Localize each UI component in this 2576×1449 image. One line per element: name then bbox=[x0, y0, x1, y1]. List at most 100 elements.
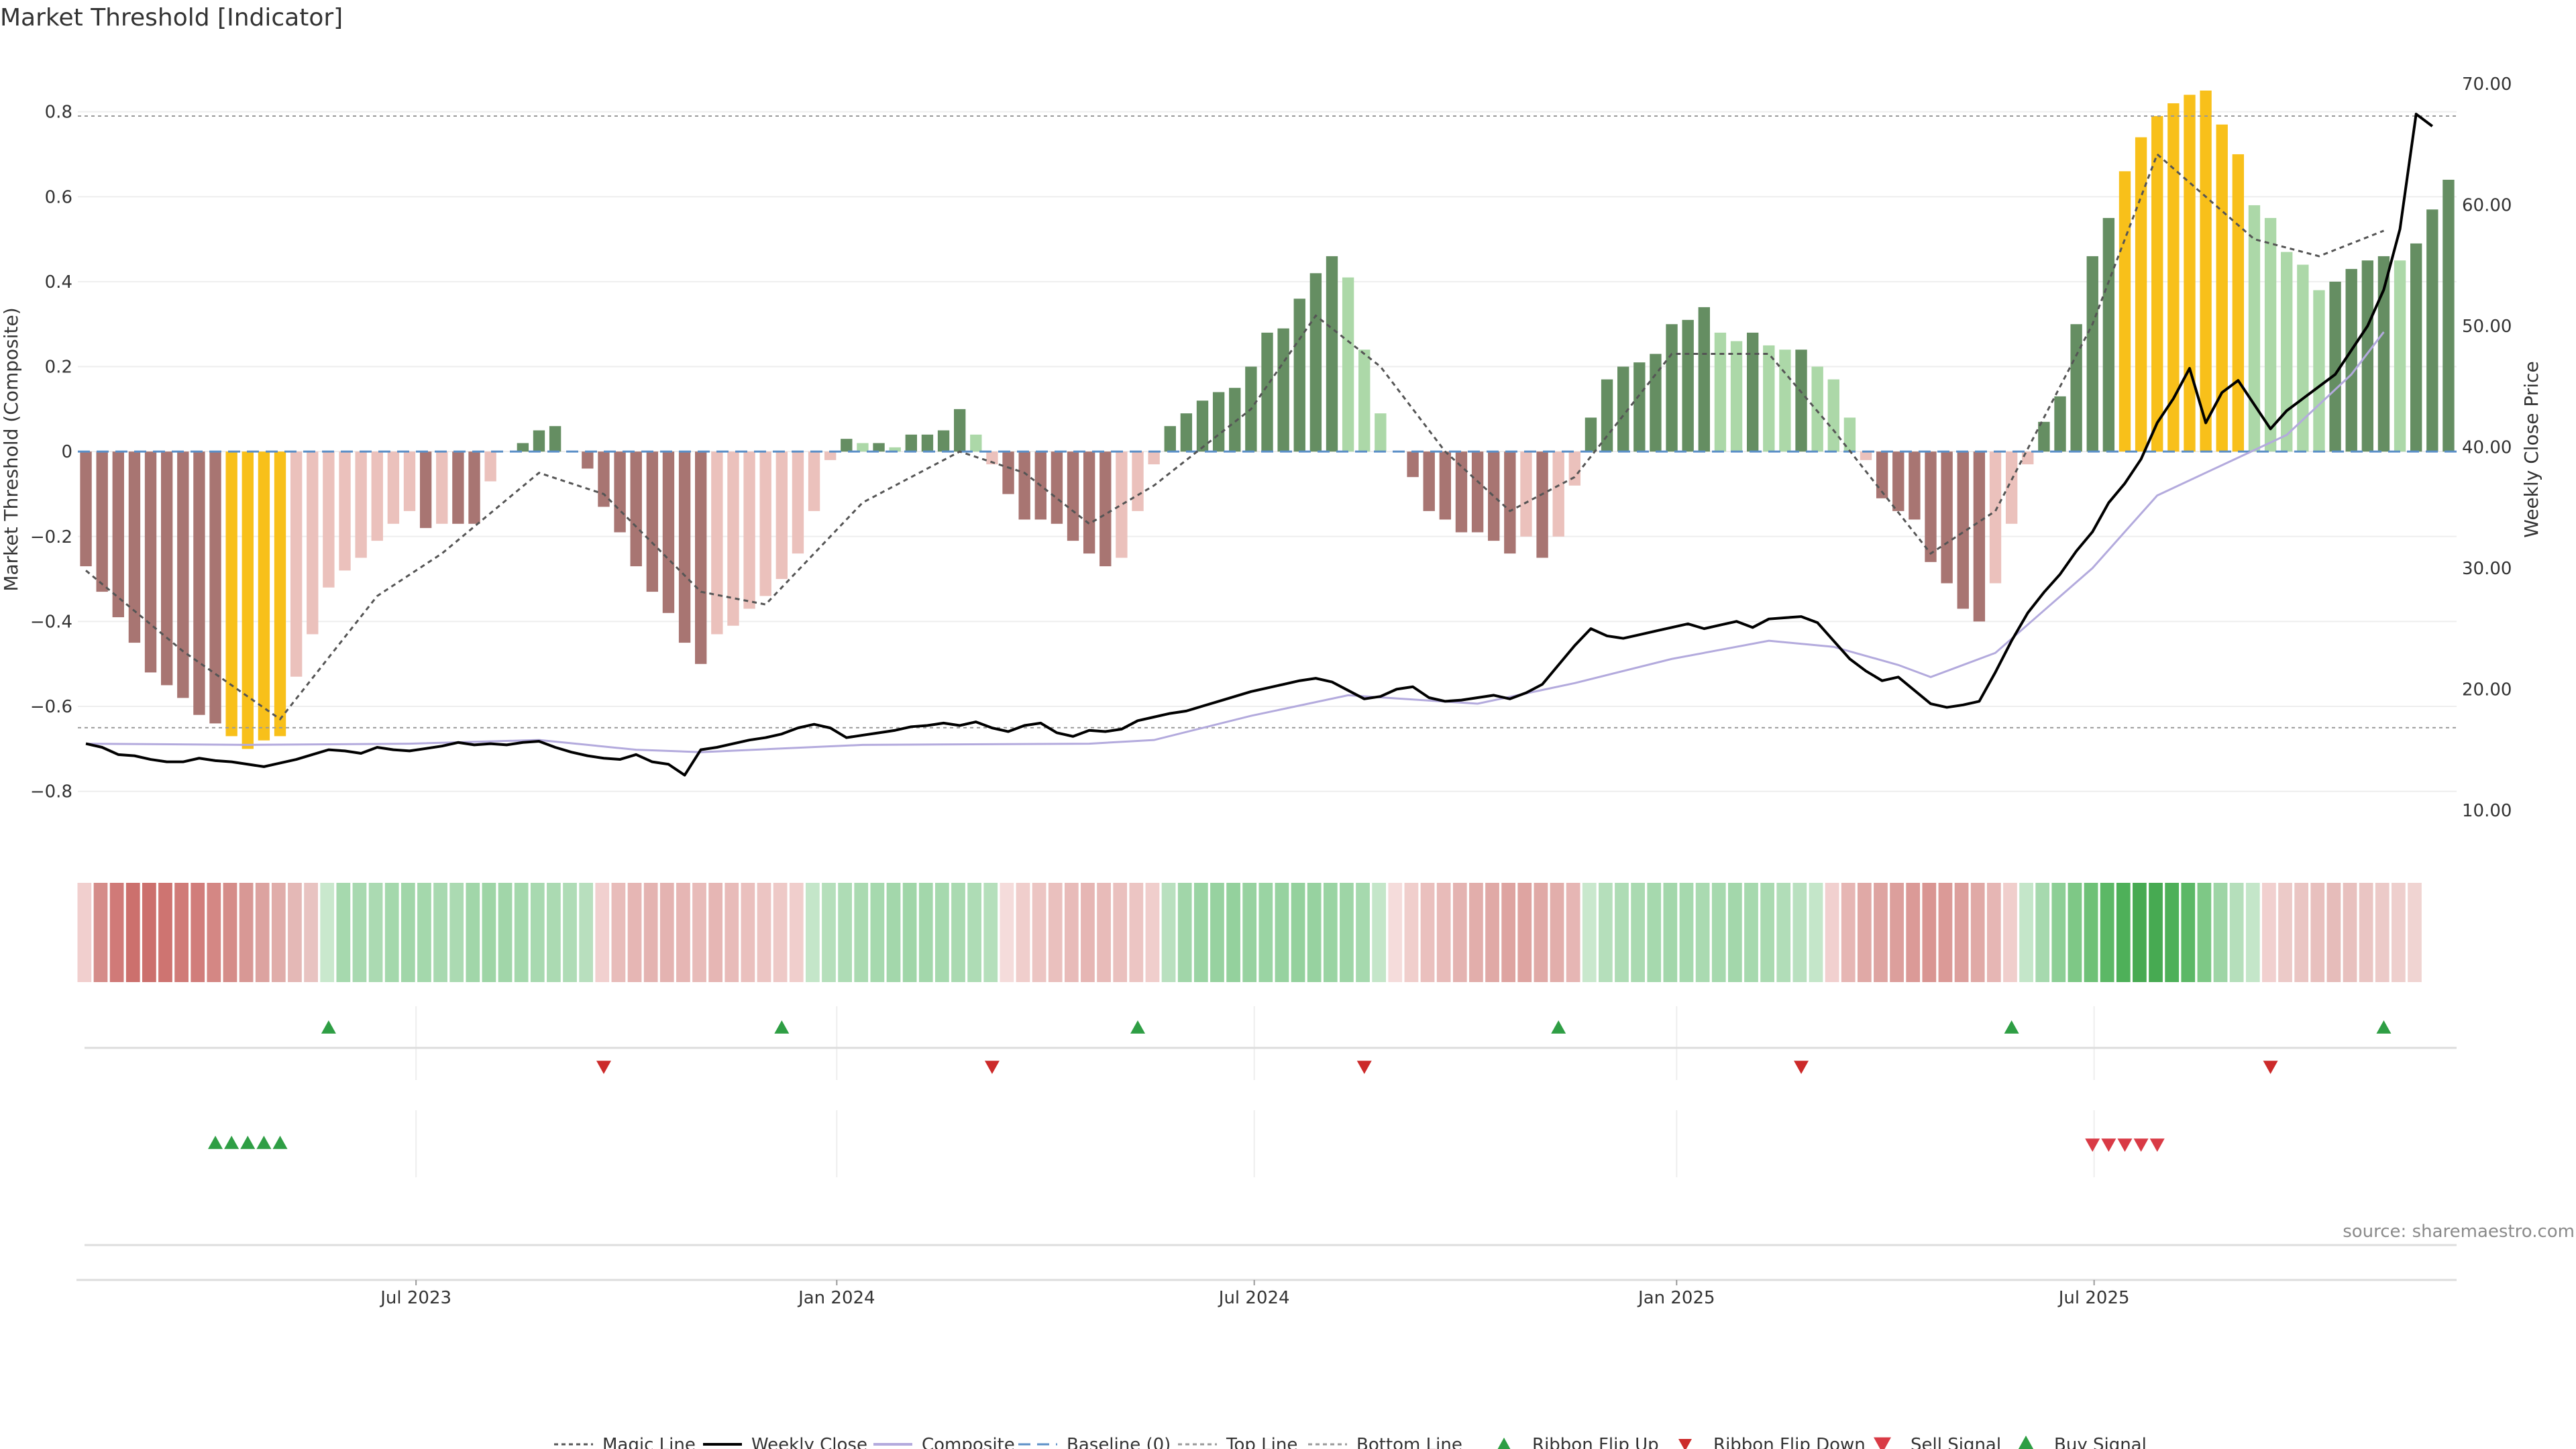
ribbon-cell bbox=[239, 883, 254, 982]
legend-label: Ribbon Flip Up bbox=[1532, 1435, 1659, 1449]
composite-bar bbox=[517, 443, 529, 452]
ribbon-cell bbox=[1452, 883, 1467, 982]
ribbon-cell bbox=[676, 883, 690, 982]
ribbon-flip-panel bbox=[85, 1020, 2457, 1074]
ribbon-cell bbox=[1615, 883, 1629, 982]
ribbon-cell bbox=[1631, 883, 1646, 982]
signal-panel bbox=[85, 1136, 2457, 1246]
composite-bar bbox=[2281, 252, 2293, 452]
composite-bar bbox=[177, 451, 189, 698]
ribbon-cell bbox=[1129, 883, 1144, 982]
ribbon-cell bbox=[1582, 883, 1597, 982]
buy-signal-marker bbox=[240, 1136, 256, 1149]
composite-bar bbox=[1811, 366, 1823, 452]
ribbon-cell bbox=[158, 883, 172, 982]
ribbon-cell bbox=[854, 883, 869, 982]
ribbon-cell bbox=[1372, 883, 1387, 982]
composite-bar bbox=[1860, 451, 1872, 460]
composite-bar bbox=[2086, 256, 2098, 452]
right-tick-label: 30.00 bbox=[2462, 559, 2512, 579]
composite-bar bbox=[1455, 451, 1468, 533]
composite-bar bbox=[1229, 388, 1241, 452]
legend-item: Sell Signal bbox=[1874, 1435, 2001, 1449]
ribbon-cell bbox=[773, 883, 788, 982]
composite-bar bbox=[2232, 154, 2245, 452]
composite-bar bbox=[1407, 451, 1419, 478]
composite-bar bbox=[662, 451, 675, 613]
composite-bar bbox=[711, 451, 723, 635]
ribbon-cell bbox=[174, 883, 189, 982]
composite-bar bbox=[2377, 256, 2390, 452]
composite-bar bbox=[533, 430, 545, 452]
composite-bar bbox=[80, 451, 92, 567]
composite-bar bbox=[1957, 451, 1969, 609]
ribbon-cell bbox=[1485, 883, 1499, 982]
ribbon-cell bbox=[1599, 883, 1613, 982]
composite-bar bbox=[2070, 324, 2082, 452]
composite-bar bbox=[2361, 260, 2374, 452]
ribbon-cell bbox=[1663, 883, 1678, 982]
legend-label: Top Line bbox=[1226, 1435, 1297, 1449]
composite-bar bbox=[2151, 115, 2163, 452]
ribbon-cell bbox=[951, 883, 965, 982]
ribbon-cell bbox=[466, 883, 480, 982]
ribbon-cell bbox=[1906, 883, 1921, 982]
legend-item: Magic Line bbox=[554, 1435, 696, 1449]
ribbon-cell bbox=[2116, 883, 2131, 982]
composite-bar bbox=[970, 434, 982, 452]
grid-lines bbox=[78, 111, 2457, 1177]
ribbon-cell bbox=[1226, 883, 1240, 982]
series-lines bbox=[78, 113, 2457, 777]
composite-bar bbox=[225, 451, 237, 737]
ribbon-cell bbox=[2229, 883, 2244, 982]
ribbon-cell bbox=[2003, 883, 2017, 982]
ribbon-cell bbox=[2392, 883, 2406, 982]
composite-bar bbox=[905, 434, 917, 452]
ribbon-cell bbox=[255, 883, 270, 982]
legend-swatch bbox=[1874, 1437, 1891, 1449]
composite-bar bbox=[1326, 256, 1338, 452]
legend-item: Composite bbox=[873, 1435, 1015, 1449]
ribbon-cell bbox=[2359, 883, 2373, 982]
ribbon-cell bbox=[1727, 883, 1742, 982]
left-tick-label: −0.4 bbox=[30, 612, 72, 632]
composite-bar bbox=[323, 451, 335, 588]
composite-bar bbox=[1601, 379, 1613, 452]
left-tick-label: 0.6 bbox=[45, 187, 72, 207]
ribbon-cell bbox=[1679, 883, 1694, 982]
ribbon-cell bbox=[320, 883, 335, 982]
composite-bar bbox=[792, 451, 804, 554]
ribbon-cell bbox=[886, 883, 901, 982]
legend-item: Bottom Line bbox=[1308, 1435, 1462, 1449]
composite-bar bbox=[2022, 451, 2034, 465]
ribbon-flip-down-marker bbox=[1356, 1061, 1372, 1074]
composite-bar bbox=[1585, 417, 1597, 452]
ribbon-cell bbox=[1161, 883, 1176, 982]
ribbon-cell bbox=[1776, 883, 1791, 982]
ribbon-cell bbox=[724, 883, 739, 982]
legend-item: Weekly Close bbox=[703, 1435, 867, 1449]
ribbon-cell bbox=[708, 883, 723, 982]
ribbon-cell bbox=[1970, 883, 1985, 982]
ribbon-cell bbox=[822, 883, 836, 982]
composite-bar bbox=[1536, 451, 1548, 558]
ribbon-cell bbox=[2245, 883, 2260, 982]
composite-bar bbox=[1633, 362, 1646, 452]
ribbon-cell bbox=[1291, 883, 1305, 982]
legend-label: Bottom Line bbox=[1356, 1435, 1462, 1449]
composite-bar bbox=[355, 451, 367, 558]
composite-bar bbox=[1116, 451, 1128, 558]
composite-bar bbox=[1293, 299, 1305, 452]
composite-bar bbox=[1196, 400, 1209, 452]
composite-bar bbox=[484, 451, 496, 482]
composite-bar bbox=[1164, 426, 1176, 452]
left-tick-label: −0.2 bbox=[30, 527, 72, 547]
legend-item: Buy Signal bbox=[2018, 1435, 2147, 1449]
buy-signal-marker bbox=[272, 1136, 288, 1149]
legend-swatch bbox=[2018, 1436, 2034, 1449]
sell-signal-marker bbox=[2101, 1138, 2116, 1152]
ribbon-cell bbox=[2375, 883, 2390, 982]
ribbon-cell bbox=[1016, 883, 1030, 982]
ribbon-cell bbox=[1566, 883, 1580, 982]
ribbon-cell bbox=[2019, 883, 2033, 982]
